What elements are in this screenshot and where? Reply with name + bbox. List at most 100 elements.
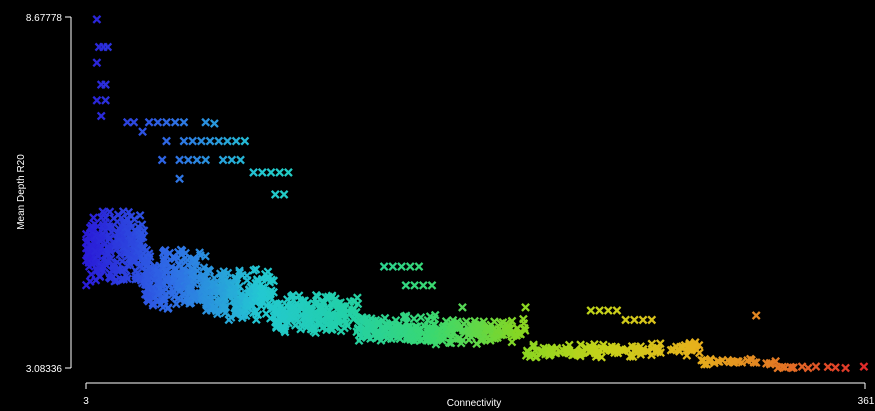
data-point: [337, 311, 347, 321]
data-point: [171, 299, 181, 309]
data-point: [230, 297, 240, 307]
data-point: [401, 311, 411, 321]
data-point: [154, 278, 164, 288]
data-point: [504, 322, 514, 331]
data-point: [373, 317, 383, 326]
data-point-outlier: [266, 168, 276, 177]
data-point: [695, 348, 704, 358]
data-point-outlier: [138, 127, 147, 137]
data-point: [90, 219, 100, 229]
data-point: [633, 346, 643, 356]
data-point: [191, 257, 200, 267]
data-point-outlier: [240, 136, 250, 146]
data-point-outlier: [103, 42, 113, 52]
data-point: [98, 220, 108, 230]
data-point-outlier: [283, 168, 293, 177]
data-point: [507, 316, 517, 326]
data-point: [482, 324, 492, 334]
data-point: [311, 328, 320, 338]
data-point: [117, 265, 127, 275]
data-point: [380, 313, 390, 323]
data-point: [353, 324, 363, 333]
data-point: [340, 323, 349, 333]
data-point: [208, 279, 218, 289]
data-point: [349, 297, 359, 307]
data-point-outlier: [201, 117, 211, 127]
data-point: [625, 351, 635, 361]
data-point: [252, 275, 262, 284]
data-point: [160, 245, 170, 255]
data-point-outlier: [92, 58, 102, 68]
data-point: [119, 240, 129, 250]
data-point: [228, 280, 237, 289]
data-point: [96, 213, 106, 222]
data-point-outlier: [405, 262, 415, 271]
data-point: [159, 256, 169, 266]
data-point: [751, 358, 761, 368]
data-point: [164, 288, 174, 297]
data-point: [95, 272, 105, 282]
data-point: [326, 310, 335, 320]
data-point-outlier: [209, 119, 219, 128]
data-point: [536, 347, 545, 357]
data-point-outlier: [379, 262, 389, 271]
data-point: [447, 318, 457, 328]
data-point: [650, 347, 660, 356]
data-point: [119, 242, 129, 252]
data-point: [498, 318, 508, 327]
data-point: [204, 265, 214, 275]
data-point: [103, 242, 112, 251]
data-point-outlier: [397, 262, 406, 271]
data-point: [615, 345, 625, 355]
data-point: [688, 343, 697, 353]
data-point-outlier: [144, 117, 154, 127]
data-point-outlier: [175, 174, 184, 184]
y-tick-label-max: 8.67778: [26, 13, 63, 24]
data-point-outlier: [170, 117, 180, 127]
data-point-outlier: [603, 306, 613, 315]
data-point: [729, 358, 739, 367]
data-point: [523, 347, 533, 357]
data-point-outlier: [183, 155, 193, 165]
data-point: [406, 335, 416, 345]
data-point: [203, 288, 212, 298]
data-point: [261, 309, 271, 319]
data-point-outlier: [418, 280, 428, 290]
data-point: [304, 315, 314, 325]
data-point: [575, 351, 585, 361]
data-point: [771, 356, 781, 366]
data-point: [117, 256, 127, 266]
data-point: [251, 264, 261, 274]
data-point-outlier: [279, 190, 289, 199]
data-point: [218, 303, 228, 312]
x-axis-label: Connectivity: [447, 398, 501, 409]
data-point: [555, 347, 565, 356]
data-point: [220, 270, 230, 280]
data-point: [789, 363, 798, 372]
data-point-outlier: [129, 117, 139, 127]
data-point-outlier: [227, 155, 237, 165]
data-point: [423, 315, 433, 325]
data-point-outlier: [638, 315, 648, 325]
y-axis-label: Mean Depth R20: [16, 154, 27, 230]
data-point-outlier: [188, 136, 198, 146]
data-point: [501, 328, 511, 338]
data-point: [125, 259, 135, 269]
data-point: [237, 313, 247, 323]
data-point: [373, 326, 383, 336]
data-point: [141, 257, 151, 267]
data-point: [287, 292, 296, 301]
data-point-outlier: [629, 315, 639, 325]
data-point: [253, 310, 263, 320]
data-point-outlier: [414, 262, 424, 271]
data-point: [90, 246, 100, 256]
data-point: [142, 245, 152, 255]
y-tick-label-min: 3.08336: [26, 364, 63, 375]
data-point: [123, 247, 133, 257]
data-point: [428, 335, 438, 345]
data-point: [163, 304, 173, 314]
data-point: [380, 324, 390, 334]
data-point: [201, 251, 210, 261]
data-point: [137, 228, 147, 238]
data-point: [762, 359, 771, 368]
